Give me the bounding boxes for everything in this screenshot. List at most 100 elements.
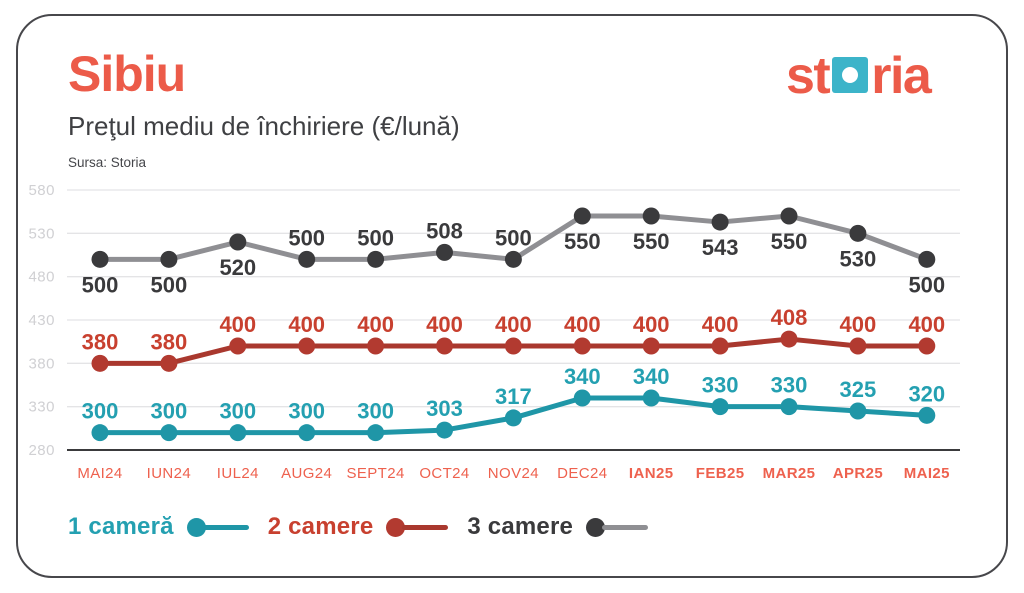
- value-label: 340: [633, 364, 670, 389]
- value-label: 400: [219, 312, 256, 337]
- legend-marker-icon: [186, 517, 249, 537]
- y-tick-label: 480: [28, 269, 55, 286]
- x-tick-label-mai25: MAI25: [904, 465, 950, 482]
- data-point-2-camere-sept24: [367, 337, 385, 355]
- value-label: 400: [633, 312, 670, 337]
- data-point-3-camere-ian25: [642, 207, 660, 225]
- value-label: 300: [82, 399, 119, 424]
- value-label: 330: [771, 373, 808, 398]
- value-label: 500: [495, 225, 532, 250]
- value-label: 400: [702, 312, 739, 337]
- data-point-1-camera-aug24: [298, 424, 316, 442]
- value-label: 400: [426, 312, 463, 337]
- logo-o-dot-icon: [842, 67, 859, 83]
- legend-line-icon: [202, 524, 249, 530]
- value-label: 400: [564, 312, 601, 337]
- data-point-3-camere-sept24: [367, 250, 385, 268]
- value-label: 400: [495, 312, 532, 337]
- data-point-1-camera-feb25: [711, 398, 729, 416]
- x-tick-label-dec24: DEC24: [557, 465, 607, 482]
- value-label: 530: [840, 246, 877, 271]
- x-tick-label-feb25: FEB25: [696, 465, 745, 482]
- y-tick-label: 280: [28, 442, 55, 459]
- data-point-3-camere-apr25: [849, 224, 867, 242]
- value-label: 500: [151, 272, 188, 297]
- legend-item-2-camere: 2 camere: [268, 513, 449, 541]
- value-label: 380: [151, 329, 188, 354]
- data-point-3-camere-aug24: [298, 250, 316, 268]
- price-line-chart: 280 330 380 430 480 530 580 MAI24 IUN24 IUL24 AUG2…: [28, 182, 960, 482]
- data-point-1-camera-nov24: [504, 409, 522, 427]
- data-point-2-camere-mai25: [918, 337, 936, 355]
- x-tick-label-iun24: IUN24: [147, 465, 192, 482]
- legend-label: 2 camere: [267, 513, 374, 540]
- data-point-2-camere-ian25: [642, 337, 660, 355]
- legend-label: 1 cameră: [68, 513, 174, 540]
- data-point-1-camera-iul24: [229, 424, 247, 442]
- storia-logo: st ria: [786, 47, 932, 105]
- series-2-camere: 380 380 400 400 400 400 400 400 400 400 408 400 400: [82, 305, 945, 372]
- value-label: 300: [357, 399, 394, 424]
- value-label: 400: [840, 312, 877, 337]
- value-label: 408: [771, 305, 808, 330]
- value-label: 520: [219, 255, 256, 280]
- data-point-1-camera-iun24: [160, 424, 178, 442]
- data-point-2-camere-oct24: [436, 337, 453, 355]
- data-point-1-camera-mar25: [780, 398, 798, 416]
- value-label: 550: [633, 229, 670, 254]
- value-label: 320: [908, 381, 945, 406]
- value-label: 300: [151, 399, 188, 424]
- legend-dot-icon: [186, 517, 206, 537]
- data-point-2-camere-feb25: [711, 337, 729, 355]
- y-tick-label: 530: [28, 225, 55, 242]
- y-tick-label: 330: [28, 399, 55, 416]
- chart-legend: 1 cameră 2 camere 3 camere: [68, 513, 649, 541]
- y-tick-label: 430: [28, 312, 55, 329]
- data-point-1-camera-mai25: [918, 406, 936, 424]
- value-label: 303: [426, 396, 463, 421]
- legend-marker-icon: [386, 517, 449, 537]
- data-point-3-camere-feb25: [711, 213, 729, 231]
- x-tick-label-sept24: SEPT24: [346, 465, 404, 482]
- value-label: 400: [288, 312, 325, 337]
- value-label: 300: [288, 399, 325, 424]
- legend-dot-icon: [586, 517, 606, 537]
- data-point-1-camera-apr25: [849, 402, 867, 420]
- x-tick-label-mai24: MAI24: [77, 465, 122, 482]
- chart-card: 280 330 380 430 480 530 580 MAI24 IUN24 IUL24 AUG2…: [16, 14, 1008, 578]
- data-point-3-camere-nov24: [504, 250, 522, 268]
- value-label: 300: [219, 399, 256, 424]
- x-tick-label-ian25: IAN25: [629, 465, 674, 482]
- data-point-2-camere-mai24: [91, 354, 109, 372]
- value-label: 500: [288, 225, 325, 250]
- data-point-2-camere-iul24: [229, 337, 247, 355]
- legend-item-3-camere: 3 camere: [467, 513, 649, 541]
- data-point-1-camera-dec24: [573, 389, 591, 407]
- value-label: 550: [564, 229, 601, 254]
- data-point-2-camere-iun24: [160, 354, 178, 372]
- data-point-3-camere-mai25: [918, 250, 936, 268]
- logo-text-ria: ria: [871, 47, 932, 105]
- chart-subtitle: Preţul mediu de închiriere (€/lună): [68, 111, 460, 141]
- value-label: 500: [908, 272, 945, 297]
- legend-line-icon: [602, 524, 649, 530]
- data-point-3-camere-dec24: [573, 207, 591, 225]
- x-tick-label-mar25: MAR25: [763, 465, 816, 482]
- data-point-3-camere-oct24: [436, 243, 453, 261]
- data-point-3-camere-iul24: [229, 233, 247, 251]
- data-point-2-camere-apr25: [849, 337, 867, 355]
- value-label: 400: [357, 312, 394, 337]
- legend-line-icon: [402, 524, 449, 530]
- data-point-1-camera-sept24: [367, 424, 385, 442]
- y-tick-label: 380: [28, 355, 55, 372]
- x-tick-label-oct24: OCT24: [419, 465, 469, 482]
- legend-marker-icon: [586, 517, 649, 537]
- value-label: 508: [426, 218, 463, 243]
- logo-o-icon: [832, 57, 869, 93]
- page-title: Sibiu: [68, 46, 186, 102]
- data-point-2-camere-nov24: [504, 337, 522, 355]
- legend-label: 3 camere: [467, 513, 574, 540]
- data-point-2-camere-dec24: [573, 337, 591, 355]
- value-label: 543: [702, 235, 739, 260]
- value-label: 380: [82, 329, 119, 354]
